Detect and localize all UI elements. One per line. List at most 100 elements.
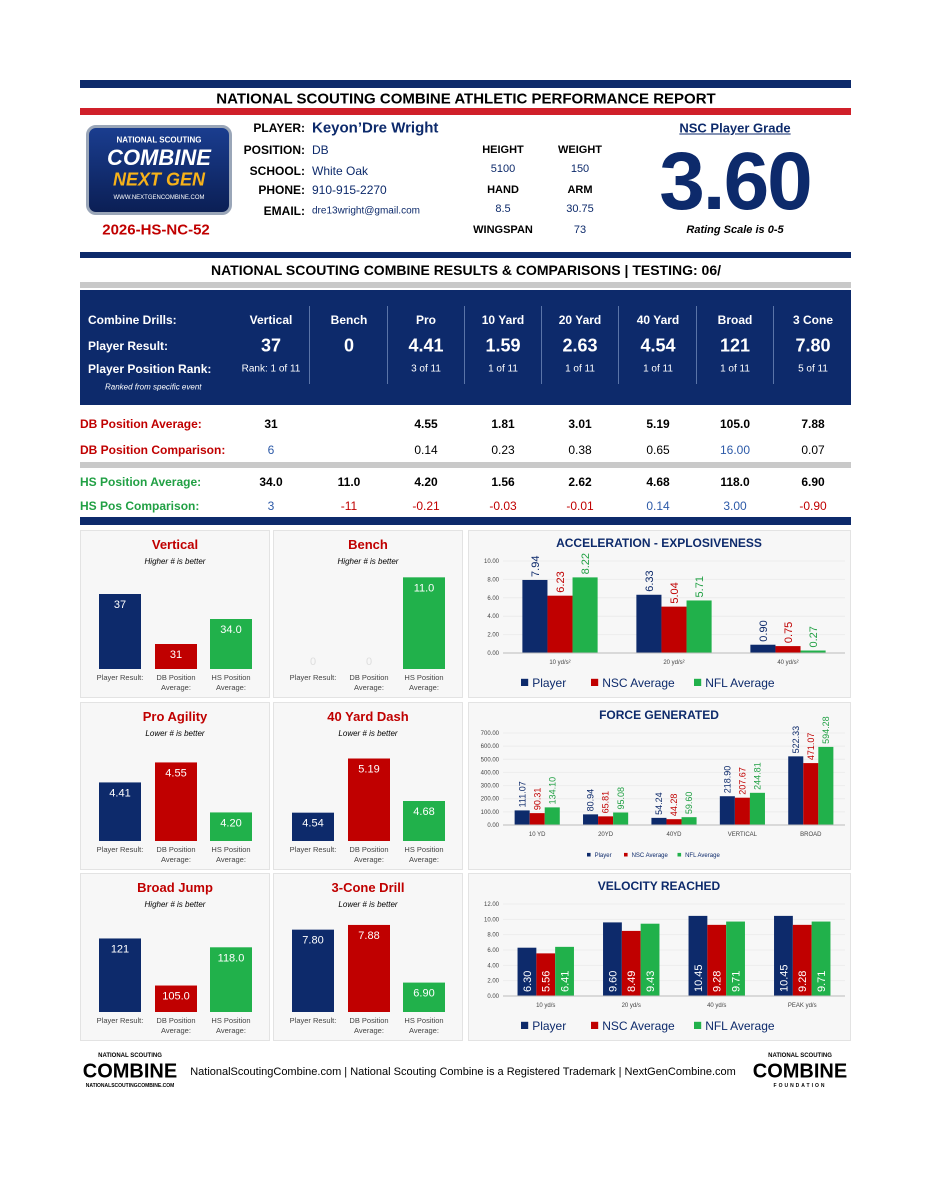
chart-title: FORCE GENERATED xyxy=(599,708,719,722)
column-divider xyxy=(541,306,542,384)
mini-chart: Pro Agility Lower # is better 4.41 4.55 4.20… xyxy=(80,702,270,870)
table-cell: 5.19 xyxy=(646,417,670,431)
mini-chart-svg: Broad Jump Higher # is better 121 105.0 118.… xyxy=(99,880,252,1012)
logo-text: COMBINE xyxy=(752,1060,848,1083)
chart-panel: ACCELERATION - EXPLOSIVENESS 0.00 2.00 4.00… xyxy=(468,530,851,698)
logo-text: NATIONAL SCOUTING xyxy=(98,1053,162,1059)
bar xyxy=(529,813,545,825)
row-label: Combine Drills: xyxy=(88,313,177,327)
value-label: 594.28 xyxy=(821,716,831,744)
legend-label: NSC Average xyxy=(632,853,669,859)
category-label: Player Result: xyxy=(96,1016,144,1025)
y-tick-label: 12.00 xyxy=(484,902,500,908)
logo-text: NATIONAL SCOUTING xyxy=(116,135,202,145)
report-title: NATIONAL SCOUTING COMBINE ATHLETIC PERFO… xyxy=(216,90,716,108)
table-cell: 3 Cone xyxy=(792,313,834,327)
category-label: Player Result: xyxy=(96,845,144,854)
category-label: DB Position Average: xyxy=(156,845,196,864)
bar xyxy=(774,915,793,996)
table-cell: 37 xyxy=(260,335,282,356)
bar xyxy=(681,817,697,825)
value-label: 6.41 xyxy=(559,971,571,992)
mini-chart: Vertical Higher # is better 37 31 34.0 Player… xyxy=(80,530,270,698)
bar xyxy=(818,746,834,825)
bar xyxy=(292,929,334,1012)
value-label: 218.90 xyxy=(723,766,733,794)
x-tick-label: 10 YD xyxy=(529,832,546,838)
table-cell: 1 of 11 xyxy=(488,363,518,375)
value-label: 4.20 xyxy=(220,817,241,829)
bar xyxy=(788,756,804,825)
bar xyxy=(99,938,141,1012)
logo-text: NATIONALSCOUTINGCOMBINE.COM xyxy=(85,1083,175,1089)
value-label: 207.67 xyxy=(738,767,748,795)
value-label: 8.49 xyxy=(626,971,638,992)
bar xyxy=(792,924,812,996)
value-label: 4.54 xyxy=(302,818,323,830)
rule xyxy=(80,282,851,288)
chart-title: ACCELERATION - EXPLOSIVENESS xyxy=(556,536,762,550)
table-cell: 1 of 11 xyxy=(720,363,750,375)
bar xyxy=(811,921,831,996)
field-label: POSITION: xyxy=(243,143,305,157)
value-label: 9.71 xyxy=(816,971,828,992)
value-label: 244.81 xyxy=(753,762,763,790)
logo-text: COMBINE xyxy=(107,145,211,170)
category-label: DB Position Average: xyxy=(349,1016,389,1035)
table-cell: 34.0 xyxy=(259,475,283,489)
legend-swatch xyxy=(521,1021,529,1029)
legend-label: NFL Average xyxy=(685,853,720,859)
chart-title: VELOCITY REACHED xyxy=(598,879,721,893)
value-label: 95.08 xyxy=(616,787,626,810)
table-cell: -0.90 xyxy=(799,499,827,513)
measure-label: ARM xyxy=(567,184,593,196)
legend-label: NSC Average xyxy=(602,1019,675,1033)
measure-label: HEIGHT xyxy=(482,144,524,156)
bar xyxy=(210,947,252,1012)
chart-title: 3-Cone Drill xyxy=(332,880,405,895)
value-label: 0.27 xyxy=(808,626,820,647)
bar xyxy=(155,644,197,669)
category-label: HS Position Average: xyxy=(404,1016,444,1035)
value-label: 34.0 xyxy=(220,624,241,636)
bar xyxy=(403,982,445,1012)
table-cell: 0.07 xyxy=(801,443,825,457)
grade-scale: Rating Scale is 0-5 xyxy=(686,224,784,236)
value-label: 9.71 xyxy=(730,971,742,992)
logo-url: WWW.NEXTGENCOMBINE.COM xyxy=(113,195,205,201)
measure-value: 150 xyxy=(570,163,590,175)
x-tick-label: 40YD xyxy=(666,832,682,838)
category-label: DB Position Average: xyxy=(349,845,389,864)
results-panel xyxy=(80,290,851,405)
table-cell: 105.0 xyxy=(719,417,751,431)
rule xyxy=(80,517,851,525)
x-tick-label: 10 yd/s² xyxy=(549,660,570,666)
value-label: 37 xyxy=(114,599,126,611)
rule xyxy=(80,462,851,468)
category-label: DB Position Average: xyxy=(156,673,196,692)
bar xyxy=(99,594,141,669)
bar xyxy=(583,814,599,825)
bar xyxy=(155,985,197,1012)
bar xyxy=(726,921,745,996)
table-cell: 0.14 xyxy=(414,443,438,457)
y-tick-label: 500.00 xyxy=(481,757,500,763)
category-label: Player Result: xyxy=(289,845,337,854)
column-divider xyxy=(309,306,310,384)
value-label: 80.94 xyxy=(586,789,596,812)
value-label: 9.28 xyxy=(712,971,724,992)
table-cell: 40 Yard xyxy=(636,313,680,327)
bar xyxy=(598,816,614,825)
value-label: 11.0 xyxy=(414,582,435,594)
bar xyxy=(621,930,641,996)
y-tick-label: 600.00 xyxy=(481,744,500,750)
value-label: 6.33 xyxy=(644,570,656,591)
column-divider xyxy=(773,306,774,384)
value-label: 65.81 xyxy=(601,791,611,814)
value-label: 0 xyxy=(310,656,316,668)
measure-value: 30.75 xyxy=(566,203,594,215)
mini-chart-svg: 3-Cone Drill Lower # is better 7.80 7.88 6.9… xyxy=(292,880,445,1012)
value-label: 6.23 xyxy=(555,571,567,592)
value-label: 44.28 xyxy=(669,794,679,817)
value-label: 134.10 xyxy=(547,777,557,805)
